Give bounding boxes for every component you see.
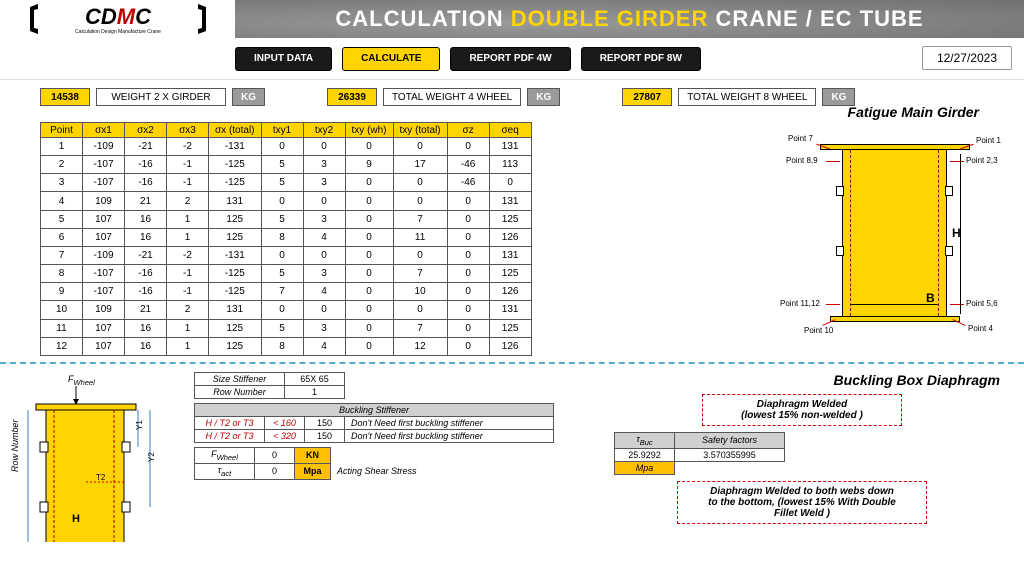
report-pdf-8w-button[interactable]: REPORT PDF 8W — [581, 47, 701, 71]
table-row: 1110716112553070125 — [41, 319, 532, 337]
page-title: CALCULATION DOUBLE GIRDER CRANE / EC TUB… — [235, 6, 1024, 32]
section-title-fatigue: Fatigue Main Girder — [848, 104, 979, 120]
safety-factor-table: τBuc Safety factors 25.9292 3.570355995 … — [614, 432, 785, 475]
calculate-button[interactable]: CALCULATE — [342, 47, 440, 71]
table-header: σx2 — [125, 123, 167, 138]
table-header: txy (wh) — [345, 123, 393, 138]
table-header: σx1 — [83, 123, 125, 138]
table-header: σx3 — [167, 123, 209, 138]
table-header: σz — [447, 123, 489, 138]
table-header: txy1 — [261, 123, 303, 138]
table-row: 7-109-21-2-13100000131 — [41, 246, 532, 264]
diaphragm-welded-note: Diaphragm Welded (lowest 15% non-welded … — [702, 394, 902, 426]
date-display: 12/27/2023 — [922, 46, 1012, 70]
table-header: Point — [41, 123, 83, 138]
svg-text:Y2: Y2 — [147, 452, 156, 462]
table-header: txy (total) — [393, 123, 447, 138]
weight-8w-value: 27807 — [622, 88, 672, 106]
report-pdf-4w-button[interactable]: REPORT PDF 4W — [450, 47, 570, 71]
fatigue-table: Pointσx1σx2σx3σx (total)txy1txy2txy (wh)… — [40, 122, 532, 356]
table-row: 8-107-16-1-12553070125 — [41, 265, 532, 283]
buckling-section-diagram: Row Number FWheel T2 H Y1 Y2 — [14, 372, 174, 537]
table-header: σx (total) — [209, 123, 262, 138]
table-row: 510716112553070125 — [41, 210, 532, 228]
weight-2g-label: WEIGHT 2 X GIRDER — [96, 88, 226, 106]
section-title-buckling: Buckling Box Diaphragm — [594, 372, 1010, 388]
shear-stress-table: FWheel 0 KN τact 0 Mpa Acting Shear Stre… — [194, 447, 423, 480]
table-row: 2-107-16-1-12553917-46113 — [41, 156, 532, 174]
table-header: σeq — [489, 123, 531, 138]
input-data-button[interactable]: INPUT DATA — [235, 47, 332, 71]
svg-text:Calculation Design Manufacture: Calculation Design Manufacture Crane — [75, 29, 161, 35]
table-row: 410921213100000131 — [41, 192, 532, 210]
kg-unit: KG — [232, 88, 265, 106]
diaphragm-welded-note-2: Diaphragm Welded to both webs down to th… — [677, 481, 927, 524]
girder-cross-section-diagram: Point 1 Point 2,3 Point 5,6 Point 4 Poin… — [780, 126, 1010, 356]
svg-text:Y1: Y1 — [135, 420, 144, 430]
svg-text:T2: T2 — [96, 473, 106, 482]
buckling-stiffener-table: Buckling Stiffener H / T2 or T3 < 160 15… — [194, 403, 554, 443]
table-row: 1010921213100000131 — [41, 301, 532, 319]
table-row: 12107161125840120126 — [41, 337, 532, 355]
table-row: 9-107-16-1-125740100126 — [41, 283, 532, 301]
stiffener-size-table: Size Stiffener65X 65 Row Number1 — [194, 372, 345, 399]
kg-unit: KG — [527, 88, 560, 106]
svg-text:H: H — [72, 513, 80, 525]
table-row: 6107161125840110126 — [41, 228, 532, 246]
logo-area: CDMC Calculation Design Manufacture Cran… — [0, 0, 235, 38]
table-header: txy2 — [303, 123, 345, 138]
table-row: 1-109-21-2-13100000131 — [41, 138, 532, 156]
weight-2g-value: 14538 — [40, 88, 90, 106]
weight-4w-value: 26339 — [327, 88, 377, 106]
svg-text:CDMC: CDMC — [85, 4, 152, 29]
weight-4w-label: TOTAL WEIGHT 4 WHEEL — [383, 88, 521, 106]
weight-8w-label: TOTAL WEIGHT 8 WHEEL — [678, 88, 816, 106]
table-row: 3-107-16-1-1255300-460 — [41, 174, 532, 192]
cdmc-logo: CDMC Calculation Design Manufacture Cran… — [28, 2, 208, 36]
